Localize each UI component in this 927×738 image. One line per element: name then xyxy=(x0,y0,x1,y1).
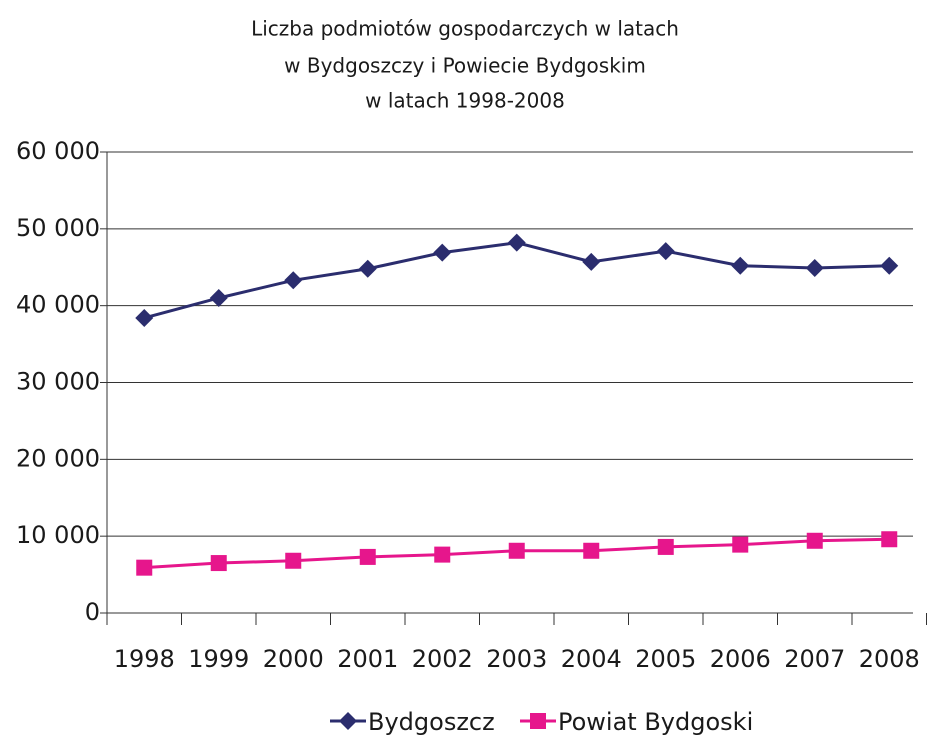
point-marker xyxy=(881,531,898,548)
point-marker xyxy=(359,548,376,565)
legend-label: Powiat Bydgoski xyxy=(558,708,753,736)
point-marker xyxy=(209,288,228,307)
x-tick-label: 2006 xyxy=(710,645,771,673)
y-tick-label: 20 000 xyxy=(16,444,100,472)
y-tick-label: 0 xyxy=(85,598,100,626)
y-tick-label: 40 000 xyxy=(16,291,100,319)
point-marker xyxy=(507,233,526,252)
point-marker xyxy=(285,552,302,569)
x-tick-label: 2003 xyxy=(486,645,547,673)
point-marker xyxy=(284,271,303,290)
point-marker xyxy=(583,542,600,559)
point-marker xyxy=(806,532,823,549)
x-tick-label: 1999 xyxy=(188,645,249,673)
y-tick-label: 50 000 xyxy=(16,214,100,242)
x-tick-label: 2004 xyxy=(561,645,622,673)
point-marker xyxy=(805,259,824,278)
legend-marker xyxy=(530,713,546,729)
y-tick-label: 10 000 xyxy=(16,521,100,549)
x-tick-label: 2002 xyxy=(412,645,473,673)
x-tick-label: 2005 xyxy=(635,645,696,673)
point-marker xyxy=(135,308,154,327)
point-marker xyxy=(358,259,377,278)
point-marker xyxy=(656,242,675,261)
y-tick-label: 30 000 xyxy=(16,368,100,396)
point-marker xyxy=(657,538,674,555)
series-line xyxy=(143,241,890,320)
point-marker xyxy=(508,542,525,559)
y-tick-label: 60 000 xyxy=(16,137,100,165)
point-marker xyxy=(732,536,749,553)
point-marker xyxy=(210,555,227,572)
point-marker xyxy=(136,559,153,576)
point-marker xyxy=(434,546,451,563)
x-tick-label: 1998 xyxy=(114,645,175,673)
x-tick-label: 2008 xyxy=(859,645,920,673)
x-tick-label: 2007 xyxy=(784,645,845,673)
x-tick-label: 2000 xyxy=(263,645,324,673)
chart-title: w Bydgoszczy i Powiecie Bydgoskim xyxy=(284,54,646,78)
chart-title: Liczba podmiotów gospodarczych w latach xyxy=(251,17,679,41)
x-tick-label: 2001 xyxy=(337,645,398,673)
chart-title: w latach 1998-2008 xyxy=(365,89,565,113)
legend-marker xyxy=(339,712,357,730)
point-marker xyxy=(582,252,601,271)
point-marker xyxy=(880,256,899,275)
legend-label: Bydgoszcz xyxy=(368,708,495,736)
point-marker xyxy=(731,256,750,275)
point-marker xyxy=(433,243,452,262)
